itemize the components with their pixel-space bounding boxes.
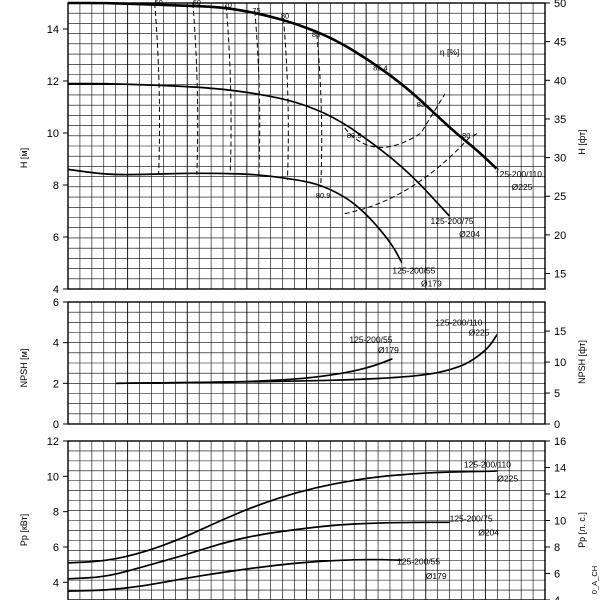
efficiency-axis-label: η [%] — [440, 47, 459, 57]
head-right-tick-label: 50 — [554, 0, 566, 10]
power-series-diameter: Ø179 — [426, 571, 447, 581]
npsh-left-tick-label: 4 — [53, 338, 59, 350]
efficiency-isoline — [254, 10, 261, 175]
head-series-name: 125-200/110 — [495, 169, 542, 179]
head-right-tick-label: 20 — [554, 230, 566, 242]
npsh-right-tick-label: 15 — [554, 326, 566, 338]
npsh-series-name: 125-200/55 — [349, 335, 392, 345]
npsh-right-tick-label: 0 — [554, 419, 560, 431]
efficiency-loop-83 — [344, 93, 446, 148]
efficiency-label: 83.5 — [347, 131, 362, 140]
head-right-axis-title: H [фт] — [577, 129, 587, 154]
head-series-name: 125-200/75 — [431, 216, 474, 226]
npsh-curve-125-200/55 — [115, 358, 393, 385]
head-right-tick-label: 45 — [554, 37, 566, 49]
npsh-frame — [67, 301, 546, 425]
power-left-tick-label: 6 — [53, 542, 59, 554]
power-right-tick-label: 8 — [554, 542, 560, 554]
power-right-tick-label: 16 — [554, 436, 566, 448]
head-series-name: 125-200/55 — [392, 265, 435, 275]
power-curve-125-200/55 — [67, 558, 403, 593]
head-left-tick-label: 6 — [53, 232, 59, 244]
head-left-tick-label: 14 — [47, 24, 59, 36]
head-curve-125-200/75 — [67, 82, 451, 217]
efficiency-label: 83 — [312, 30, 320, 39]
efficiency-isoline — [225, 5, 232, 175]
head-right-tick-label: 25 — [554, 191, 566, 203]
head-right-tick-label: 30 — [554, 153, 566, 165]
power-left-tick-label: 10 — [47, 471, 59, 483]
power-series-name: 125-200/75 — [450, 513, 493, 523]
head-right-tick-label: 15 — [554, 269, 566, 281]
head-left-axis-title: H [м] — [19, 148, 29, 168]
npsh-left-tick-label: 6 — [53, 297, 59, 309]
npsh-left-tick-label: 0 — [53, 419, 59, 431]
head-curve-125-200/55 — [67, 168, 403, 264]
npsh-right-axis-title: NPSH [фт] — [577, 340, 587, 384]
head-series-diameter: Ø225 — [512, 182, 533, 192]
power-series-diameter: Ø225 — [497, 474, 518, 484]
power-right-tick-label: 10 — [554, 516, 566, 528]
power-right-tick-label: 14 — [554, 463, 566, 475]
efficiency-label: 60 — [193, 0, 201, 7]
labels-layer: 4681012141520253035404550024605101546810… — [19, 0, 599, 600]
npsh-series-diameter: Ø179 — [378, 345, 399, 355]
efficiency-loop-80 — [344, 132, 479, 215]
power-left-tick-label: 12 — [47, 436, 59, 448]
power-series-name: 125-200/55 — [397, 557, 440, 567]
power-right-tick-label: 4 — [554, 595, 560, 600]
efficiency-isoline — [154, 2, 161, 175]
efficiency-label: 50 — [154, 0, 162, 7]
head-curve-125-200/110 — [67, 1, 499, 171]
efficiency-label: 80.9 — [316, 191, 331, 200]
npsh-right-tick-label: 5 — [554, 388, 560, 400]
head-series-diameter: Ø179 — [421, 278, 442, 288]
power-left-tick-label: 4 — [53, 577, 59, 589]
npsh-series-diameter: Ø225 — [469, 328, 490, 338]
efficiency-isoline — [316, 34, 323, 186]
head-left-tick-label: 10 — [47, 128, 59, 140]
power-curve-125-200/75 — [67, 521, 450, 580]
efficiency-label: 80 — [281, 12, 289, 21]
head-left-tick-label: 8 — [53, 180, 59, 192]
panel-frames — [63, 2, 550, 600]
power-right-axis-title: Pp [л. с.] — [577, 512, 587, 548]
power-series-diameter: Ø204 — [478, 528, 499, 538]
power-right-tick-label: 6 — [554, 569, 560, 581]
npsh-left-tick-label: 2 — [53, 378, 59, 390]
efficiency-isoline — [192, 2, 199, 175]
efficiency-label: 70 — [224, 1, 232, 10]
power-left-axis-title: Pp [кВт] — [19, 514, 29, 546]
power-left-tick-label: 8 — [53, 507, 59, 519]
efficiency-label: 83 — [417, 100, 425, 109]
head-right-tick-label: 40 — [554, 75, 566, 87]
head-series-diameter: Ø204 — [459, 229, 480, 239]
head-right-tick-label: 35 — [554, 114, 566, 126]
power-series-name: 125-200/110 — [464, 460, 511, 470]
efficiency-isoline — [282, 18, 289, 180]
efficiency-label: 85.4 — [373, 64, 388, 73]
head-frame — [67, 2, 546, 290]
npsh-right-tick-label: 10 — [554, 357, 566, 369]
curves-layer — [67, 1, 499, 593]
npsh-series-name: 125-200/110 — [435, 317, 482, 327]
head-left-tick-label: 12 — [47, 76, 59, 88]
efficiency-label: 75 — [252, 6, 260, 15]
power-right-tick-label: 12 — [554, 489, 566, 501]
efficiency-label: 80 — [462, 131, 470, 140]
npsh-left-axis-title: NPSH [м] — [19, 349, 29, 388]
power-curve-125-200/110 — [67, 470, 499, 564]
corner-code-label: 0_A_CH — [590, 566, 599, 594]
head-left-tick-label: 4 — [53, 284, 59, 296]
